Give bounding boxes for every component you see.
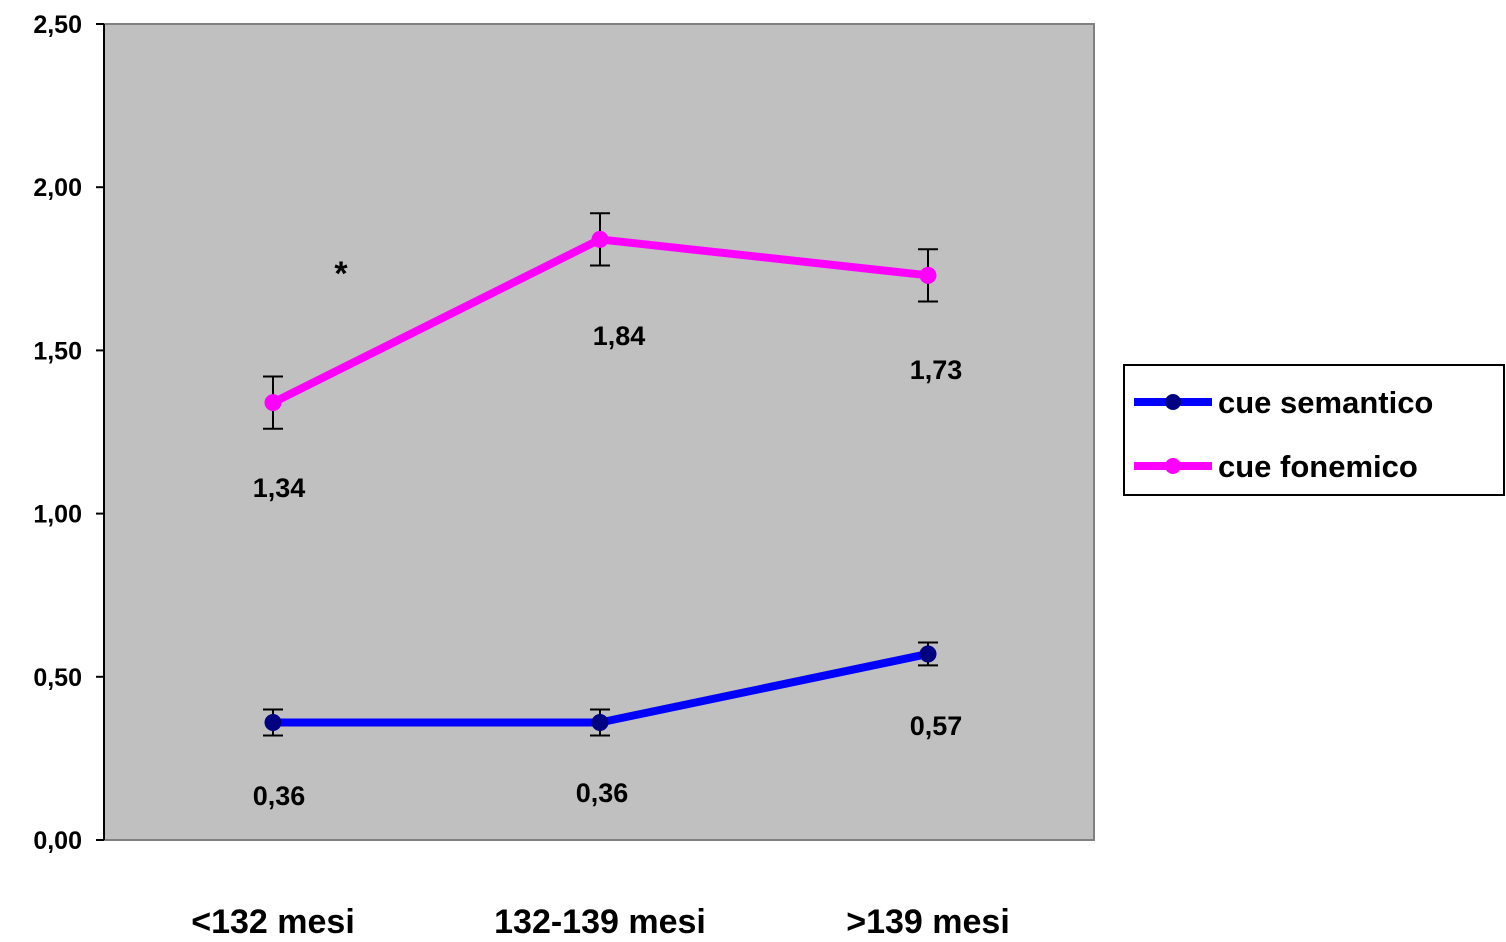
data-point bbox=[264, 394, 282, 412]
legend-label: cue semantico bbox=[1218, 385, 1433, 420]
legend-label: cue fonemico bbox=[1218, 449, 1418, 484]
x-axis-categories: <132 mesi 132-139 mesi >139 mesi bbox=[191, 903, 1010, 941]
y-tick-label: 2,50 bbox=[33, 11, 82, 39]
plot-area bbox=[103, 23, 1095, 841]
y-axis: 0,00 0,50 1,00 1,50 2,00 2,50 bbox=[33, 11, 105, 855]
y-tick-label: 0,00 bbox=[33, 827, 82, 855]
series-cue-semantico bbox=[263, 641, 938, 737]
x-category-label: <132 mesi bbox=[191, 903, 355, 941]
data-label: 1,73 bbox=[910, 355, 963, 385]
legend-item: cue fonemico bbox=[1134, 449, 1418, 484]
y-tick-label: 1,00 bbox=[33, 501, 82, 529]
series-cue-fonemico bbox=[263, 212, 938, 430]
x-category-label: 132-139 mesi bbox=[494, 903, 706, 941]
legend: cue semantico cue fonemico bbox=[1123, 364, 1505, 496]
y-tick-label: 1,50 bbox=[33, 337, 82, 365]
data-point bbox=[919, 266, 937, 284]
legend-swatch-marker bbox=[1165, 394, 1181, 410]
x-category-label: >139 mesi bbox=[846, 903, 1010, 941]
data-label: 1,34 bbox=[253, 473, 306, 503]
data-point bbox=[264, 713, 282, 731]
y-tick-label: 0,50 bbox=[33, 664, 82, 692]
data-point bbox=[919, 645, 937, 663]
data-labels: 0,36 0,36 0,57 1,34 1,84 1,73 * bbox=[253, 255, 963, 811]
data-label: 0,36 bbox=[576, 778, 629, 808]
legend-items: cue semantico cue fonemico bbox=[1134, 385, 1433, 484]
y-tick-label: 2,00 bbox=[33, 174, 82, 202]
significance-asterisk: * bbox=[334, 255, 348, 293]
data-label: 0,36 bbox=[253, 781, 306, 811]
data-label: 1,84 bbox=[593, 321, 646, 351]
series-layer bbox=[263, 212, 938, 737]
legend-swatch-marker bbox=[1165, 458, 1181, 474]
legend-item: cue semantico bbox=[1134, 385, 1433, 420]
data-label: 0,57 bbox=[910, 711, 963, 741]
data-point bbox=[591, 230, 609, 248]
legend-box bbox=[1123, 364, 1505, 496]
data-point bbox=[591, 713, 609, 731]
